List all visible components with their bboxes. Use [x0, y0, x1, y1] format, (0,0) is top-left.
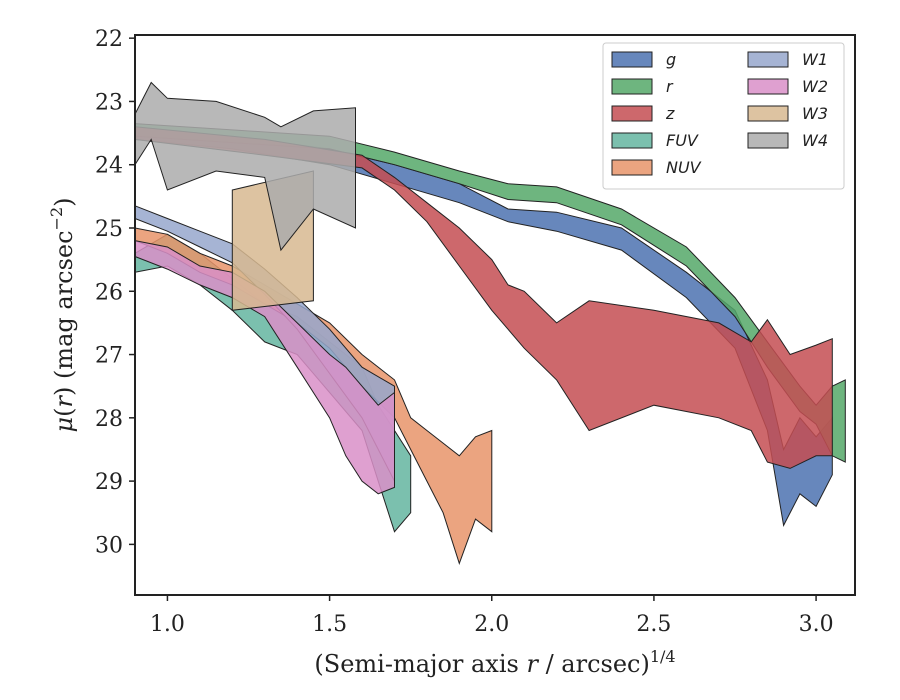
legend-label-nuv: NUV — [666, 158, 702, 177]
y-axis-label: μ(r) (mag arcsec−2) — [47, 197, 78, 432]
band-g — [134, 126, 833, 527]
x-tick-label: 2.5 — [636, 612, 671, 637]
y-tick-label: 30 — [95, 533, 123, 558]
y-tick-label: 25 — [95, 217, 123, 242]
y-tick-label: 27 — [95, 344, 123, 369]
band-r — [134, 123, 846, 463]
legend-swatch-w3 — [747, 105, 789, 122]
axes: 1.0 1.5 2.0 2.5 3.0 22 23 24 25 26 27 28 29 30 — [95, 27, 834, 637]
legend-swatch-fuv — [611, 132, 653, 149]
x-tick-label: 2.0 — [474, 612, 509, 637]
legend-swatch-g — [611, 51, 653, 68]
y-tick-label: 24 — [95, 154, 123, 179]
legend-swatch-w2 — [747, 78, 789, 95]
legend-label-w1: W1 — [802, 50, 828, 69]
y-tick-label: 29 — [95, 470, 123, 495]
legend-label-g: g — [666, 50, 676, 69]
legend-label-w3: W3 — [802, 104, 828, 123]
band-z — [134, 126, 833, 469]
legend-swatch-w1 — [747, 51, 789, 68]
legend-label-w4: W4 — [802, 131, 828, 150]
legend-swatch-w4 — [747, 132, 789, 149]
x-tick-label: 3.0 — [799, 612, 834, 637]
legend: grz FUV NUV W1 W2 W3 W4 — [602, 42, 845, 190]
y-tick-label: 28 — [95, 407, 123, 432]
x-tick-label: 1.0 — [150, 612, 185, 637]
legend-swatch-r — [611, 78, 653, 95]
legend-label-z: z — [665, 104, 675, 123]
legend-label-r: r — [666, 77, 674, 96]
legend-swatch-z — [611, 105, 653, 122]
plot-area — [134, 81, 846, 565]
plot-frame — [134, 34, 856, 596]
x-axis-label: (Semi-major axis r / arcsec)1/4 — [314, 647, 675, 678]
legend-swatch-nuv — [611, 159, 653, 176]
legend-label-w2: W2 — [802, 77, 828, 96]
legend-label-fuv: FUV — [666, 131, 699, 150]
y-tick-label: 22 — [95, 27, 123, 52]
band-w4 — [134, 81, 356, 252]
y-tick-label: 23 — [95, 90, 123, 115]
x-tick-label: 1.5 — [312, 612, 347, 637]
y-tick-label: 26 — [95, 280, 123, 305]
